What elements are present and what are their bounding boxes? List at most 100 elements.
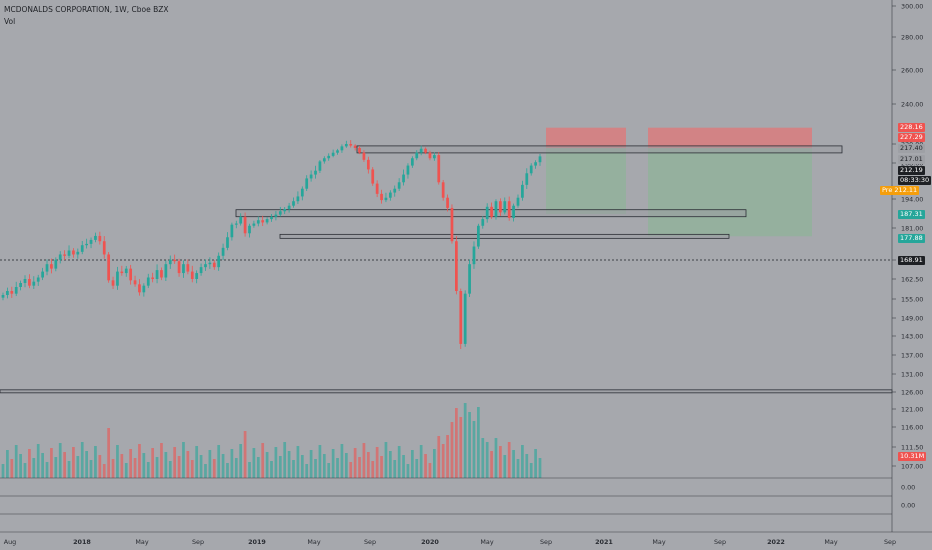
volume-bar bbox=[32, 458, 36, 478]
countdown-timer: 08:33:30 bbox=[898, 176, 932, 185]
candle-body bbox=[204, 264, 207, 268]
candle bbox=[410, 156, 414, 168]
volume-bar bbox=[362, 443, 366, 478]
candle-body bbox=[300, 188, 304, 197]
candle bbox=[230, 222, 234, 241]
candle-body bbox=[419, 148, 423, 153]
candle-body bbox=[340, 146, 344, 151]
candle bbox=[23, 275, 27, 288]
volume-bar bbox=[208, 450, 212, 478]
volume-bar bbox=[107, 428, 111, 478]
time-tick-label: Sep bbox=[714, 538, 726, 546]
volume-bar bbox=[261, 443, 265, 478]
volume-bar bbox=[265, 452, 269, 478]
candle-body bbox=[406, 165, 410, 175]
candle-body bbox=[208, 262, 212, 265]
price-tick-label: 111.50 bbox=[901, 443, 923, 451]
candle bbox=[402, 169, 405, 186]
candle-body bbox=[116, 271, 119, 286]
candle-body bbox=[10, 291, 14, 294]
candle-body bbox=[450, 207, 454, 242]
volume-bar bbox=[344, 453, 348, 478]
price-tick-label: 126.00 bbox=[901, 388, 923, 396]
volume-bar bbox=[283, 442, 287, 478]
time-tick-label: Sep bbox=[540, 538, 552, 546]
candle-body bbox=[199, 267, 203, 274]
volume-bar bbox=[322, 454, 326, 478]
volume-bar bbox=[10, 459, 14, 478]
candle bbox=[468, 259, 471, 297]
candle bbox=[287, 202, 291, 213]
candle-body bbox=[85, 243, 88, 246]
candle-body bbox=[468, 264, 471, 294]
price-tick-label: 137.00 bbox=[901, 351, 923, 359]
candle bbox=[472, 241, 476, 269]
time-tick-label: Sep bbox=[884, 538, 896, 546]
candle-body bbox=[344, 144, 348, 147]
candle bbox=[309, 170, 313, 182]
volume-bar bbox=[490, 451, 493, 478]
volume-bar bbox=[89, 460, 93, 478]
volume-bar bbox=[441, 444, 445, 478]
candle-body bbox=[54, 259, 58, 269]
candle bbox=[340, 144, 344, 153]
candle-body bbox=[41, 271, 44, 278]
volume-bar bbox=[521, 445, 524, 478]
candle-body bbox=[512, 205, 515, 218]
time-tick-label: 2019 bbox=[248, 538, 266, 546]
candle-body bbox=[243, 216, 247, 234]
candle-body bbox=[164, 264, 168, 278]
volume-bar bbox=[472, 421, 476, 478]
volume-bar bbox=[402, 455, 405, 478]
volume-bar bbox=[287, 451, 291, 478]
candle-body bbox=[516, 197, 520, 206]
candle bbox=[243, 212, 247, 237]
candle-body bbox=[168, 259, 172, 265]
volume-bar bbox=[129, 449, 133, 478]
candle bbox=[50, 258, 53, 274]
candle-body bbox=[32, 281, 36, 286]
volume-bar bbox=[503, 455, 507, 478]
candle bbox=[261, 215, 265, 226]
candle bbox=[146, 273, 150, 289]
volume-bar bbox=[485, 442, 489, 478]
time-tick-label: 2021 bbox=[595, 538, 613, 546]
candle bbox=[182, 260, 185, 278]
candle-body bbox=[538, 156, 542, 163]
candle-body bbox=[322, 158, 326, 162]
volume-bar bbox=[85, 451, 88, 478]
candle-body bbox=[499, 201, 502, 213]
candle-body bbox=[111, 280, 115, 286]
volume-bar bbox=[455, 408, 458, 478]
candle-body bbox=[521, 184, 524, 198]
candle-body bbox=[349, 144, 353, 146]
volume-bar bbox=[336, 458, 339, 478]
volume-bar bbox=[124, 463, 128, 478]
volume-bar bbox=[331, 449, 335, 478]
volume-bar bbox=[142, 453, 146, 478]
volume-bar bbox=[410, 450, 414, 478]
price-tick-label: 181.00 bbox=[901, 224, 923, 232]
candle-body bbox=[182, 264, 185, 274]
volume-bar bbox=[406, 464, 410, 478]
candle bbox=[234, 220, 238, 229]
candle-body bbox=[375, 183, 379, 194]
candle bbox=[446, 194, 449, 212]
candle bbox=[160, 267, 163, 281]
volume-bar bbox=[72, 447, 75, 478]
candle bbox=[292, 197, 295, 208]
candle-body bbox=[265, 219, 269, 223]
candle bbox=[300, 186, 304, 201]
candle-body bbox=[19, 283, 22, 287]
candle-body bbox=[274, 214, 278, 217]
candle-body bbox=[67, 250, 71, 256]
price-tick-label: 162.50 bbox=[901, 275, 923, 283]
stop-zone-1 bbox=[546, 127, 626, 149]
volume-bar bbox=[217, 445, 221, 478]
candle bbox=[186, 259, 190, 275]
candle bbox=[116, 266, 119, 290]
volume-bar bbox=[186, 451, 190, 478]
volume-bar bbox=[274, 447, 278, 478]
candles bbox=[1, 140, 542, 349]
